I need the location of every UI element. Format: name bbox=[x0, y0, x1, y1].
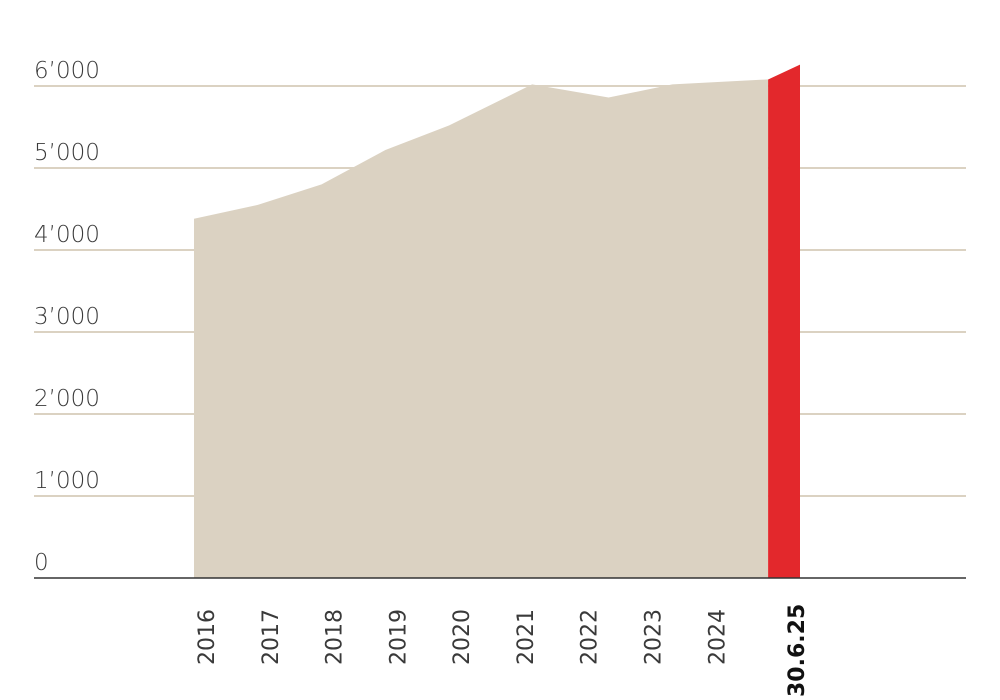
x-tick-label: 2023 bbox=[642, 609, 667, 665]
x-axis-ticks: 2016 2017 2018 2019 2020 2021 2022 2023 2024 30.6… bbox=[195, 604, 810, 697]
x-tick-label: 2019 bbox=[386, 609, 411, 665]
highlight-area bbox=[768, 64, 800, 579]
x-tick-label: 2022 bbox=[578, 609, 603, 665]
x-tick-label: 2016 bbox=[195, 609, 220, 665]
y-tick-label: 3’000 bbox=[34, 304, 100, 330]
y-axis-ticks: 0 1’000 2’000 3’000 4’000 5’000 6’000 bbox=[34, 58, 100, 576]
area-series bbox=[194, 79, 769, 579]
plot-area bbox=[194, 64, 800, 579]
x-tick-label: 2020 bbox=[450, 609, 475, 665]
y-tick-label: 4’000 bbox=[34, 222, 100, 248]
y-tick-label: 1’000 bbox=[34, 468, 100, 494]
y-tick-label: 5’000 bbox=[34, 140, 100, 166]
x-tick-label: 2024 bbox=[705, 609, 730, 665]
y-tick-label: 2’000 bbox=[34, 386, 100, 412]
x-tick-label: 30.6.25 bbox=[785, 604, 810, 697]
x-tick-label: 2017 bbox=[259, 609, 284, 665]
y-tick-label: 0 bbox=[34, 550, 49, 576]
x-tick-label: 2021 bbox=[514, 609, 539, 665]
y-tick-label: 6’000 bbox=[34, 58, 100, 84]
x-tick-label: 2018 bbox=[323, 609, 348, 665]
